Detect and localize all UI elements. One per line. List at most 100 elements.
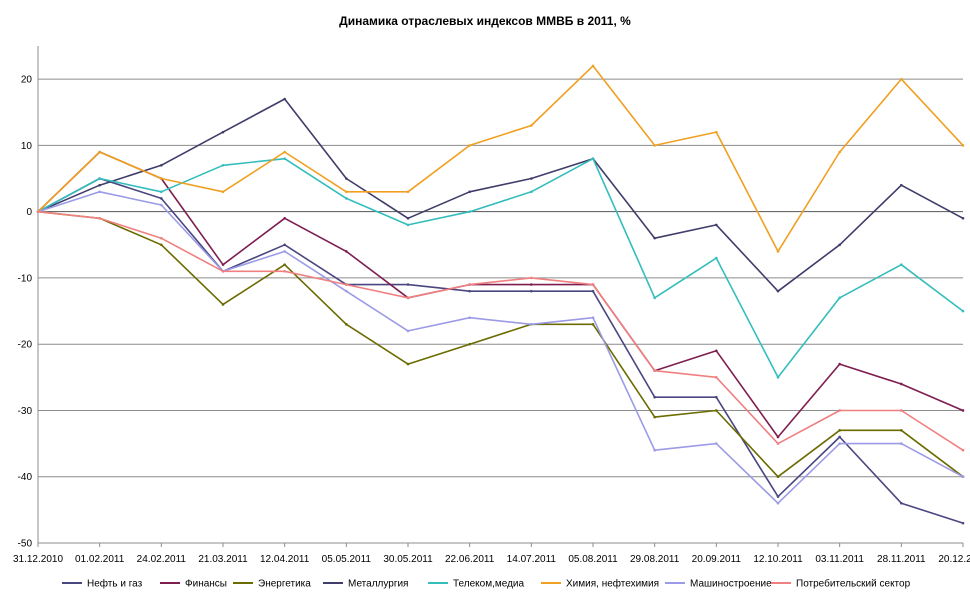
data-point (468, 289, 471, 293)
data-point (160, 177, 163, 180)
data-point (468, 283, 471, 286)
data-point (221, 190, 225, 194)
data-point (98, 177, 101, 180)
legend-entry: Металлургия (348, 579, 408, 590)
data-point (160, 163, 163, 167)
data-point (591, 64, 595, 68)
data-point (406, 283, 410, 286)
data-point (345, 190, 348, 194)
data-point (838, 409, 841, 412)
x-tick-label: 12.10.2011 (753, 554, 803, 565)
data-point (900, 429, 903, 432)
data-point (530, 124, 533, 127)
series-line (37, 210, 964, 451)
data-point (530, 177, 533, 180)
data-point (838, 442, 841, 445)
x-tick-label: 12.04.2011 (260, 554, 310, 565)
data-point (900, 77, 903, 81)
data-point (961, 521, 965, 525)
legend-entry: Энергетика (258, 579, 311, 590)
data-point (838, 243, 841, 247)
data-point (530, 190, 533, 194)
data-point (283, 150, 286, 154)
data-point (345, 323, 348, 326)
data-point (653, 395, 656, 399)
data-point (345, 283, 348, 286)
x-tick-label: 01.02.2011 (75, 554, 125, 565)
data-point (961, 409, 965, 412)
data-point (591, 283, 595, 286)
x-tick-label: 14.07.2011 (507, 554, 557, 565)
data-point (530, 276, 533, 280)
data-point (653, 415, 656, 419)
data-point (838, 150, 841, 154)
data-point (715, 223, 718, 227)
data-point (653, 448, 656, 452)
data-point (591, 289, 595, 293)
data-point (900, 183, 903, 187)
data-point (530, 283, 533, 286)
series-line (37, 157, 964, 379)
data-point (468, 316, 471, 319)
data-point (98, 190, 101, 194)
y-tick-label: 20 (21, 75, 33, 86)
data-point (406, 296, 410, 300)
data-point (283, 157, 286, 160)
data-point (715, 376, 718, 379)
x-tick-label: 30.05.2011 (383, 554, 433, 565)
series-line (37, 65, 964, 253)
y-tick-label: -40 (18, 472, 33, 483)
data-point (715, 130, 718, 134)
data-point (900, 442, 903, 445)
legend-entry: Потребительский сектор (796, 578, 911, 590)
data-point (838, 362, 841, 366)
data-point (900, 409, 903, 412)
data-point (776, 289, 780, 293)
data-point (776, 495, 780, 498)
data-point (468, 210, 471, 213)
x-tick-label: 28.11.2011 (877, 554, 926, 565)
data-point (776, 501, 780, 505)
x-tick-label: 05.05.2011 (322, 554, 372, 565)
y-tick-label: -50 (18, 539, 33, 550)
series-line (37, 98, 964, 293)
data-point (900, 263, 903, 266)
data-point (283, 263, 286, 266)
legend-entry: Нефть и газ (87, 578, 143, 590)
data-point (961, 475, 965, 479)
data-point (283, 270, 286, 273)
data-point (715, 409, 718, 412)
data-point (591, 316, 595, 319)
data-point (715, 442, 718, 445)
data-point (715, 349, 718, 353)
data-point (36, 210, 40, 213)
data-point (776, 475, 780, 479)
data-point (468, 190, 471, 194)
data-point (345, 197, 348, 200)
data-point (221, 163, 225, 167)
data-point (221, 263, 225, 266)
data-point (345, 289, 348, 293)
data-point (160, 236, 163, 240)
data-point (283, 216, 286, 220)
x-tick-label: 20.12.2011 (938, 554, 970, 565)
y-tick-label: -10 (18, 273, 33, 284)
data-point (776, 435, 780, 439)
x-tick-label: 05.08.2011 (568, 554, 618, 565)
legend-entry: Химия, нефтехимия (566, 578, 659, 590)
series-line (37, 151, 964, 438)
data-point (653, 296, 656, 300)
x-tick-label: 03.11.2011 (815, 554, 864, 565)
series-line (37, 210, 964, 478)
data-point (961, 309, 965, 313)
data-point (653, 236, 656, 240)
data-point (98, 216, 101, 220)
data-point (900, 501, 903, 505)
data-point (468, 144, 471, 147)
data-point (900, 382, 903, 386)
y-tick-label: -30 (18, 406, 33, 417)
data-point (776, 250, 780, 253)
data-point (961, 144, 965, 147)
data-point (406, 190, 410, 194)
